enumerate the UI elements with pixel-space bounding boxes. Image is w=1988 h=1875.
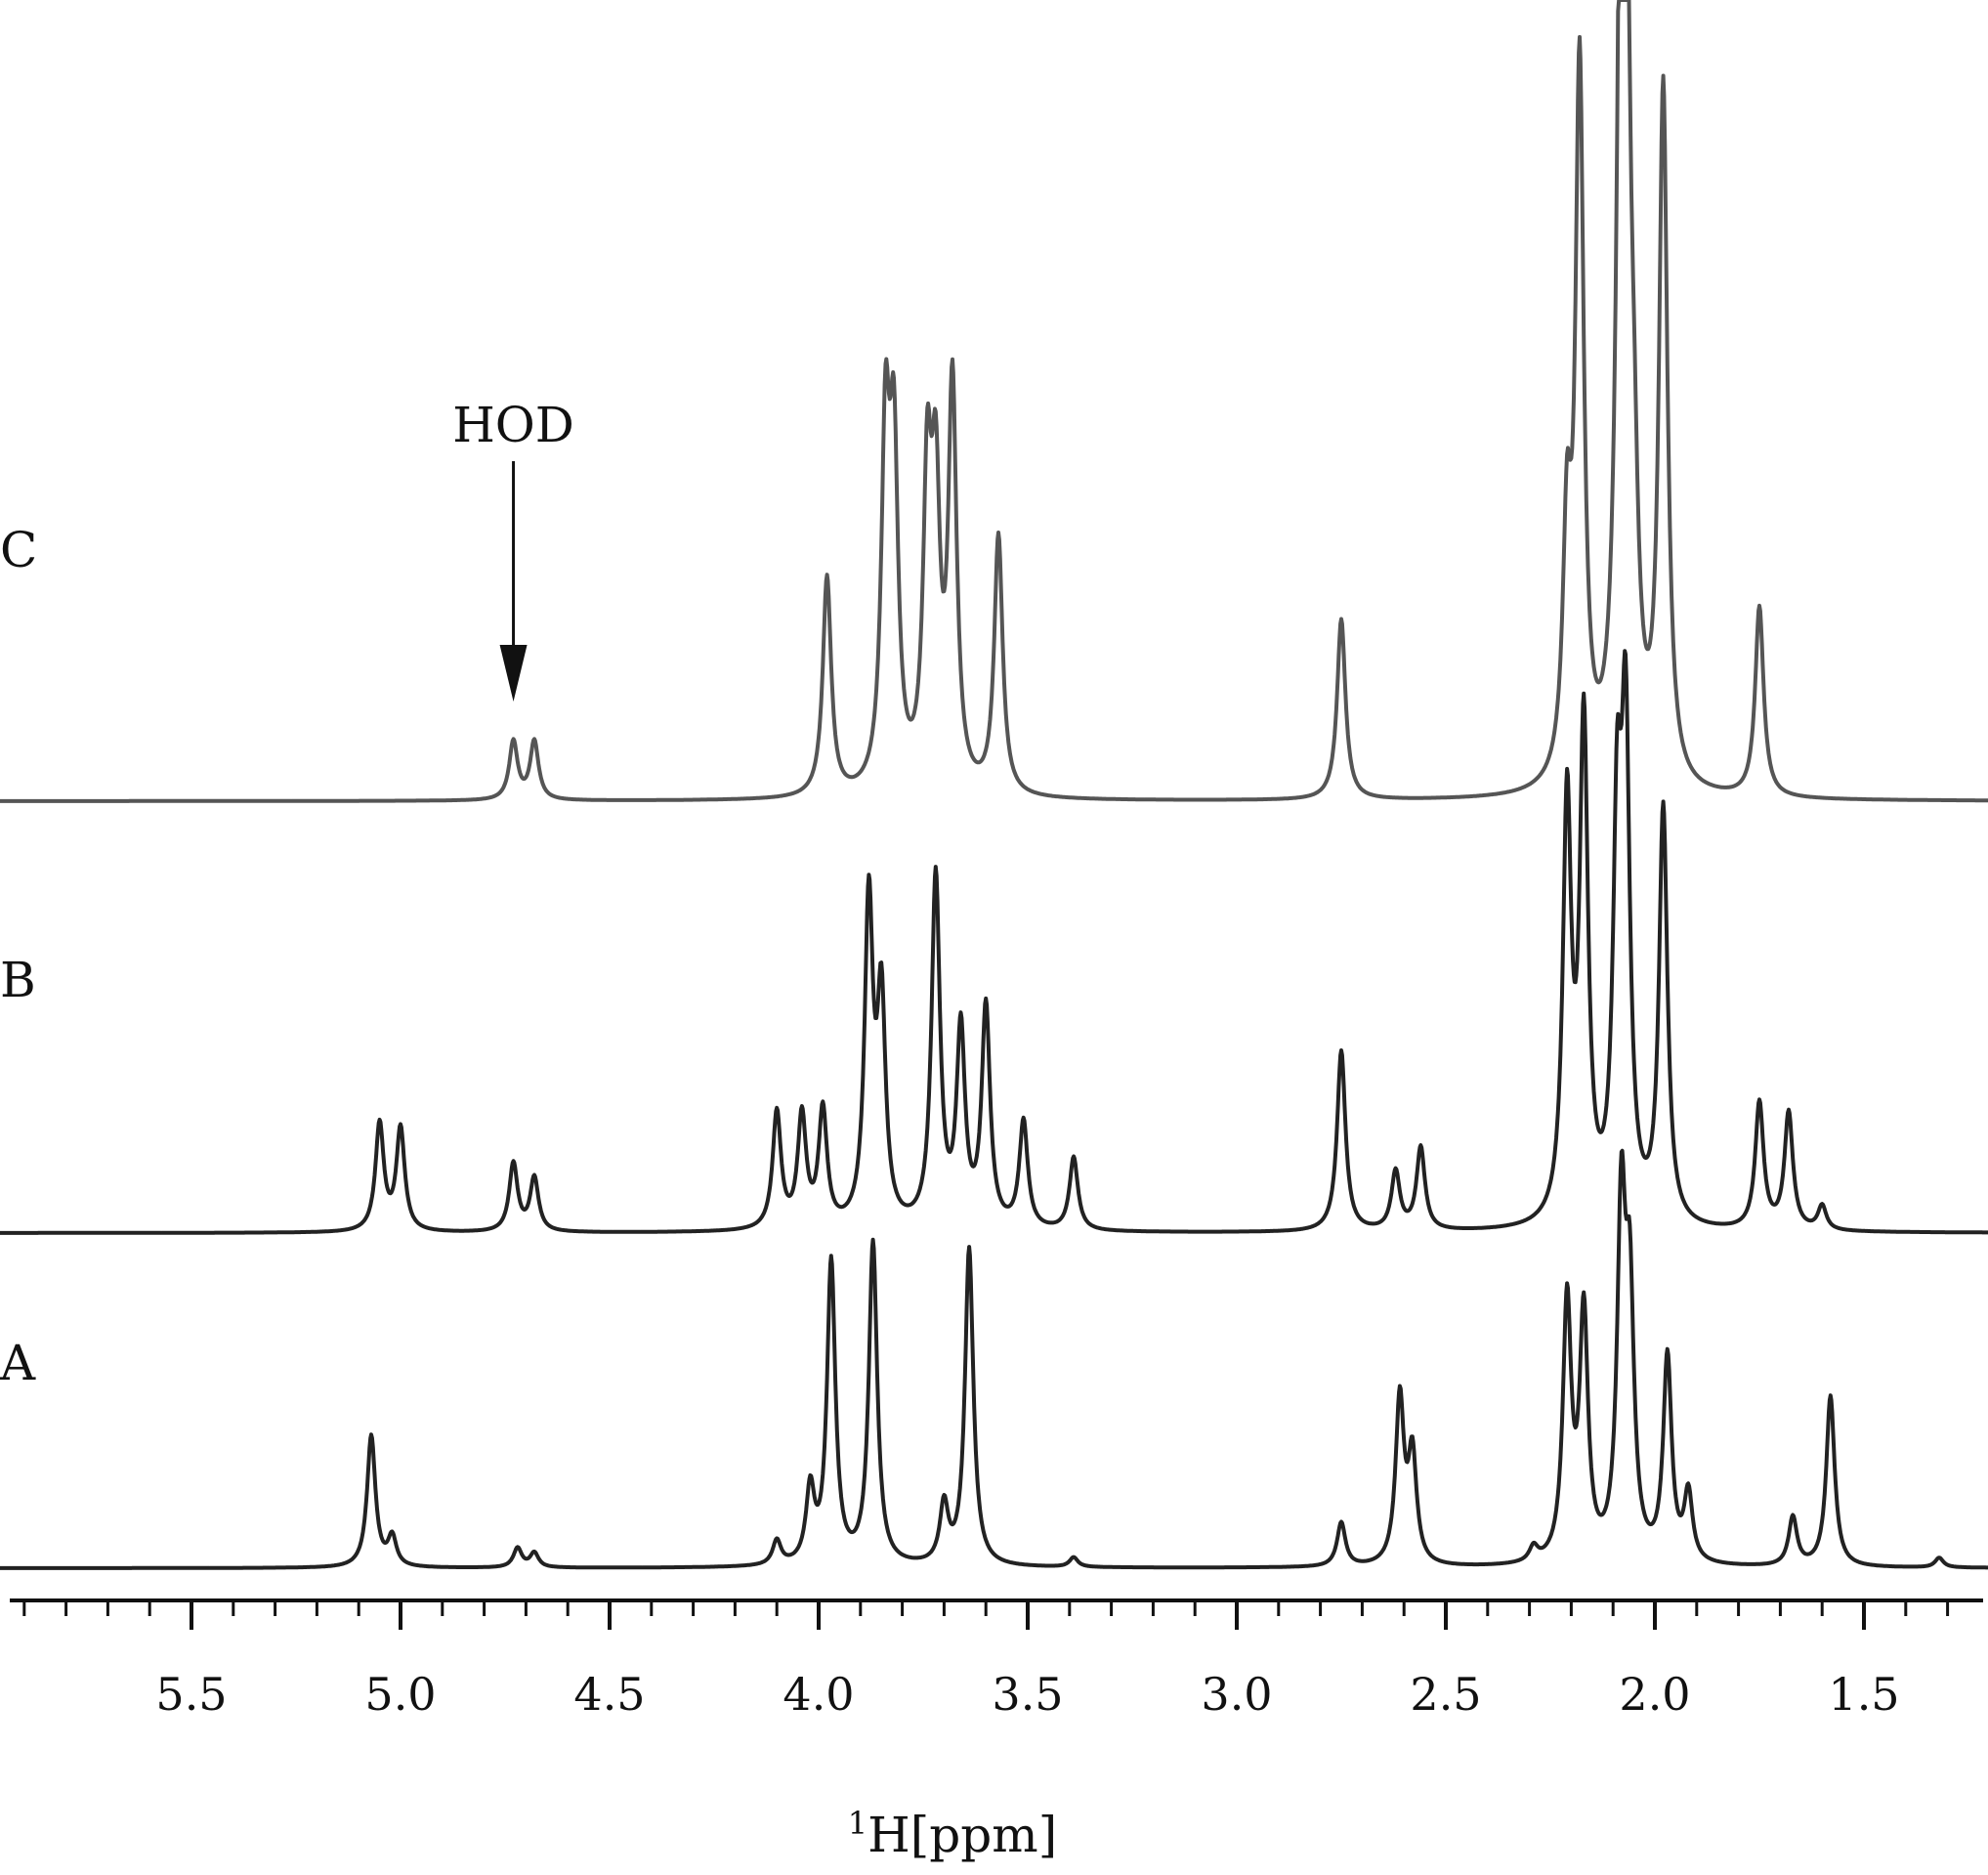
hod-arrow-head <box>499 645 528 702</box>
x-axis-tick-labels: 5.5 5.0 4.5 4.0 3.5 3.0 2.5 2.0 1.5 <box>155 1668 1899 1721</box>
trace-label-a: A <box>0 1335 36 1391</box>
x-tick-label: 5.5 <box>155 1668 227 1721</box>
x-tick-label: 5.0 <box>364 1668 436 1721</box>
x-tick-label: 1.5 <box>1828 1668 1899 1721</box>
trace-label-c: C <box>0 522 37 578</box>
x-axis-label: 1H[ppm] <box>848 1805 1057 1863</box>
spectrum-traces <box>0 0 1988 1570</box>
x-tick-label: 4.0 <box>783 1668 854 1721</box>
trace-labels: C B A <box>0 522 37 1391</box>
spectrum-trace-c <box>0 0 1988 803</box>
spectrum-trace-b <box>0 649 1988 1235</box>
spectrum-trace-a <box>0 1148 1988 1570</box>
x-axis: 5.5 5.0 4.5 4.0 3.5 3.0 2.5 2.0 1.5 <box>10 1598 1983 1721</box>
x-tick-label: 2.0 <box>1619 1668 1690 1721</box>
x-axis-label-superscript: 1 <box>848 1805 867 1842</box>
x-axis-label-text: H[ppm] <box>867 1807 1057 1863</box>
x-tick-label: 4.5 <box>573 1668 645 1721</box>
x-axis-minor-ticks <box>22 1600 1950 1616</box>
trace-label-b: B <box>0 952 36 1008</box>
x-tick-label: 3.0 <box>1201 1668 1272 1721</box>
x-tick-label: 2.5 <box>1410 1668 1481 1721</box>
hod-annotation: HOD <box>452 397 574 702</box>
hod-label: HOD <box>452 397 574 453</box>
x-tick-label: 3.5 <box>992 1668 1063 1721</box>
x-axis-major-ticks <box>190 1600 1866 1630</box>
